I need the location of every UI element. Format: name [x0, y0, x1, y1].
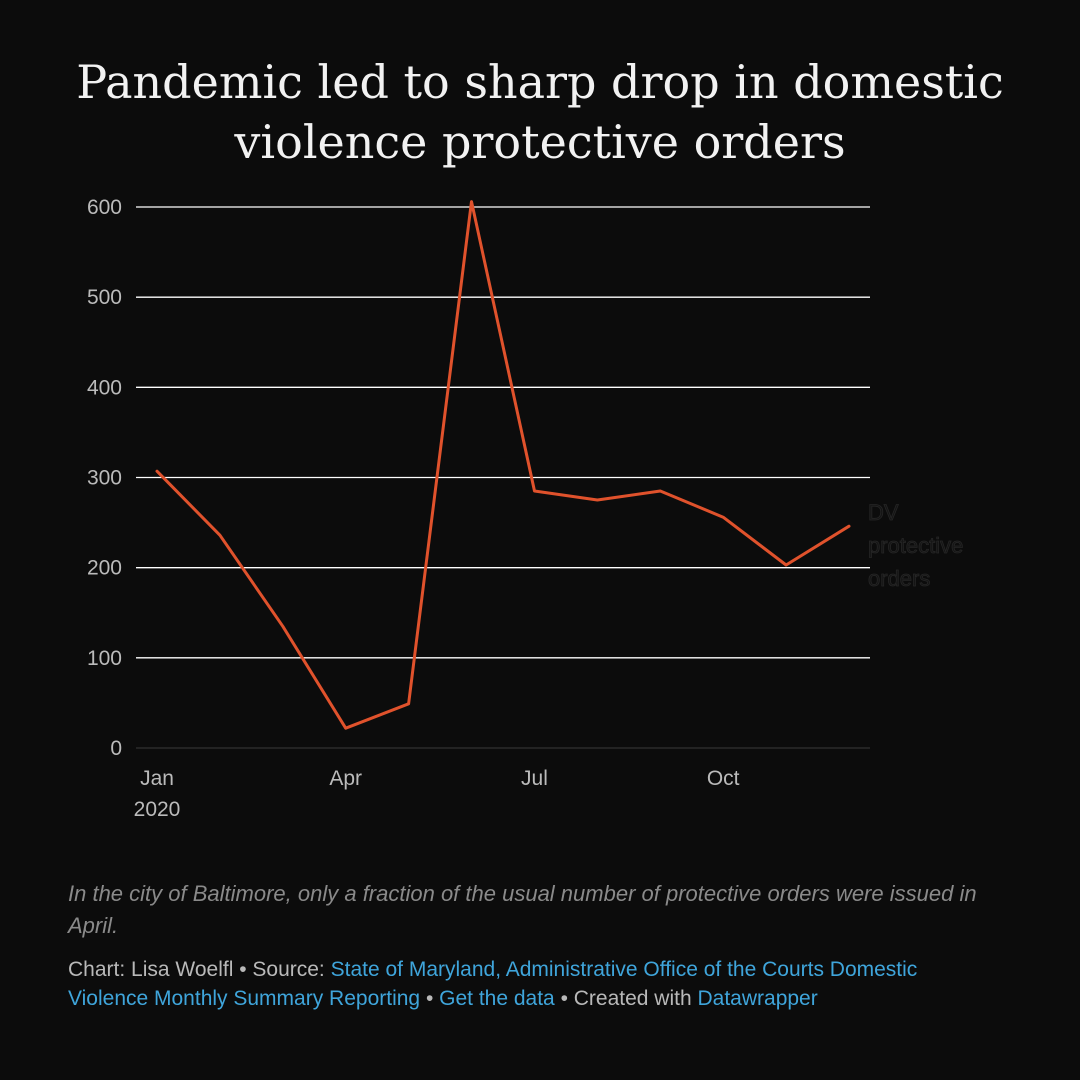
data-point	[218, 534, 221, 537]
footer-author: Lisa Woelfl	[131, 958, 234, 981]
data-point	[344, 727, 347, 730]
footer-source-prefix: Source:	[252, 958, 331, 981]
y-tick-label: 200	[87, 557, 122, 580]
y-tick-label: 500	[87, 286, 122, 309]
chart-footer: Chart: Lisa Woelfl • Source: State of Ma…	[68, 955, 998, 1013]
y-tick-label: 400	[87, 376, 122, 399]
x-tick-label: Apr	[329, 767, 362, 790]
series-end-labels: DV protective orders	[868, 500, 964, 592]
footer-separator: •	[554, 987, 574, 1010]
series-line	[155, 200, 851, 730]
data-point	[785, 563, 788, 566]
data-point	[659, 490, 662, 493]
data-point	[470, 200, 473, 203]
chart-title: Pandemic led to sharp drop in domestic v…	[76, 55, 1004, 169]
data-point	[848, 525, 851, 528]
y-tick-label: 100	[87, 647, 122, 670]
gridlines	[136, 206, 870, 749]
y-tick-label: 0	[110, 737, 122, 760]
footer-separator: •	[233, 958, 253, 981]
footer-separator: •	[420, 987, 440, 1010]
data-point	[156, 470, 159, 473]
footer-created-prefix: Created with	[573, 987, 698, 1010]
footer-chart-prefix: Chart:	[68, 958, 132, 981]
source-link[interactable]: State of Maryland, Administrative Office…	[68, 958, 918, 1010]
datawrapper-link[interactable]: Datawrapper	[697, 987, 818, 1010]
data-point	[596, 499, 599, 502]
series-end-label: DV protective orders	[868, 500, 963, 591]
x-tick-label: Oct	[707, 767, 740, 790]
y-tick-label: 300	[87, 467, 122, 490]
y-tick-label: 600	[87, 196, 122, 219]
x-tick-label: Jul	[521, 767, 548, 790]
series-lines	[155, 200, 851, 730]
y-axis-ticks: 0 100 200 300 400 500 600	[87, 196, 122, 760]
data-point	[722, 516, 725, 519]
x-tick-label: Jan 2020	[134, 767, 181, 821]
data-point	[281, 625, 284, 628]
chart-description: In the city of Baltimore, only a fractio…	[68, 881, 977, 938]
data-point	[407, 702, 410, 705]
data-point	[533, 490, 536, 493]
x-axis-ticks: Jan 2020 Apr Jul Oct	[134, 767, 740, 821]
get-data-link[interactable]: Get the data	[439, 987, 555, 1010]
